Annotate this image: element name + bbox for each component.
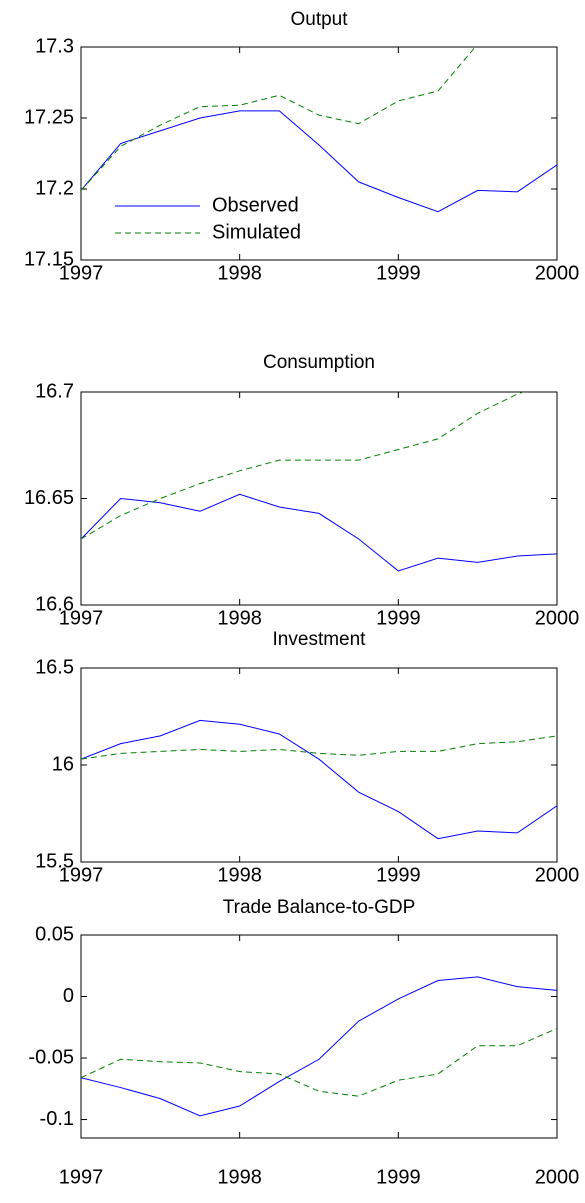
x-tick-label: 2000: [535, 607, 580, 629]
y-tick-label: 0.05: [35, 923, 74, 945]
series-line: [81, 110, 557, 213]
plot-frame: [80, 934, 558, 1139]
x-tick-label: 1997: [59, 864, 104, 886]
x-tick-label: 1997: [59, 607, 104, 629]
subplot-title: Output: [290, 9, 348, 30]
subplot-title: Trade Balance-to-GDP: [223, 897, 416, 918]
x-tick-label: 1997: [59, 262, 104, 284]
series-line: [81, 1028, 557, 1097]
y-tick-label: 16.6: [35, 593, 74, 615]
y-tick-label: 17.2: [35, 177, 74, 199]
x-tick-label: 1998: [217, 607, 262, 629]
y-tick-label: 17.15: [24, 248, 74, 270]
x-tick-label: 1998: [217, 1166, 262, 1188]
y-tick-label: 16.7: [35, 380, 74, 402]
y-tick-label: 0: [63, 985, 74, 1007]
x-tick-label: 1999: [376, 262, 421, 284]
x-tick-label: 1998: [217, 262, 262, 284]
x-tick-label: 1999: [376, 607, 421, 629]
plot-frame: [80, 391, 558, 606]
legend-label: Observed: [212, 194, 299, 216]
y-tick-label: -0.1: [40, 1108, 74, 1130]
subplot: Consumption 16.6 16.65 16.7 1997 1998 1999 2000: [24, 352, 579, 629]
legend-label: Simulated: [212, 221, 301, 243]
subplot-title: Investment: [273, 629, 367, 650]
series-line: [81, 735, 557, 760]
x-tick-label: 2000: [535, 262, 580, 284]
x-tick-label: 1999: [376, 864, 421, 886]
y-tick-label: 16.5: [35, 656, 74, 678]
subplot: Output 17.15 17.2 17.25 17.3 1997 1998 1999 2000…: [24, 9, 580, 284]
x-tick-label: 2000: [535, 1166, 580, 1188]
x-tick-label: 1998: [217, 864, 262, 886]
series-line: [81, 47, 476, 191]
series-line: [81, 719, 557, 840]
subplot: Investment 15.5 16 16.5 1997 1998 1999 2000: [35, 629, 579, 886]
y-tick-label: 16.65: [24, 487, 74, 509]
series-line: [81, 976, 557, 1117]
x-tick-label: 1997: [59, 1166, 104, 1188]
series-line: [81, 392, 525, 540]
x-tick-label: 2000: [535, 864, 580, 886]
plot-frame: [80, 667, 558, 863]
y-tick-label: 15.5: [35, 850, 74, 872]
y-tick-label: -0.05: [28, 1046, 74, 1068]
series-line: [81, 493, 557, 572]
x-tick-label: 1999: [376, 1166, 421, 1188]
legend: Observed Simulated: [115, 194, 301, 243]
plot-frame: [80, 46, 558, 261]
subplot: Trade Balance-to-GDP -0.1 -0.05 0 0.05 1997 19…: [28, 897, 579, 1188]
y-tick-label: 17.3: [35, 35, 74, 57]
y-tick-label: 16: [52, 753, 74, 775]
subplot-title: Consumption: [263, 352, 375, 373]
y-tick-label: 17.25: [24, 106, 74, 128]
